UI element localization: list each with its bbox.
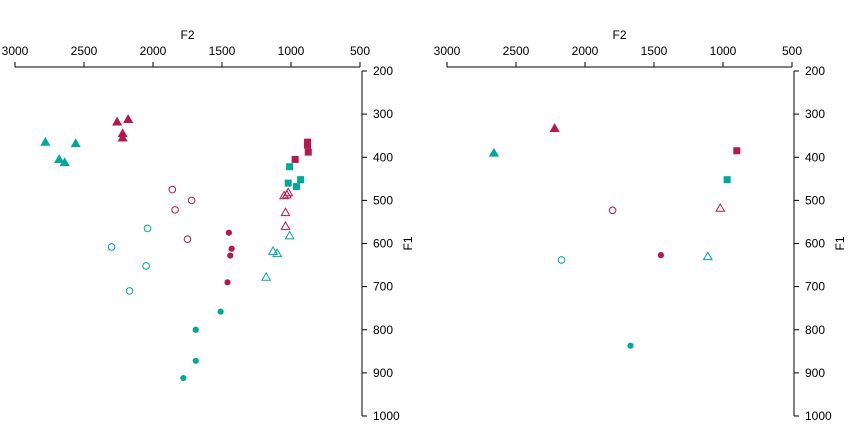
y-tick-label: 700	[805, 280, 825, 294]
data-point-square	[723, 176, 731, 184]
data-point-circle	[627, 342, 634, 349]
y-tick-label: 300	[373, 107, 393, 121]
data-point-square	[291, 155, 299, 163]
data-point-triangle	[112, 116, 123, 126]
y-tick-label: 1000	[805, 409, 832, 423]
data-point-triangle	[267, 246, 279, 255]
data-point-circle	[608, 206, 617, 215]
y-tick-label: 500	[805, 193, 825, 207]
data-points	[40, 114, 312, 382]
data-point-triangle	[70, 138, 81, 148]
y-axis-label: F1	[401, 236, 415, 250]
y-tick-label: 200	[373, 64, 393, 78]
data-point-circle	[227, 252, 234, 259]
data-point-circle	[180, 374, 187, 382]
data-point-circle	[657, 252, 665, 259]
x-tick-label: 3000	[434, 44, 461, 58]
y-tick-label: 900	[373, 366, 393, 380]
data-point-square	[284, 179, 292, 187]
data-point-square	[304, 148, 312, 156]
data-point-triangle	[40, 136, 51, 146]
data-point-square	[297, 176, 305, 184]
x-tick-label: 1500	[209, 44, 236, 58]
data-point-triangle	[281, 189, 292, 199]
data-point-triangle	[279, 190, 290, 200]
y-tick-label: 600	[805, 237, 825, 251]
chart-panel-2: 3000 2500 2000 1500 1000 500 F2 200 300 400 500 600…	[434, 28, 847, 423]
data-point-triangle	[702, 251, 713, 261]
y-tick-label: 600	[373, 237, 393, 251]
data-point-triangle	[280, 207, 291, 217]
data-point-square	[286, 163, 294, 171]
x-axis-label: F2	[180, 28, 194, 42]
x-tick-label: 2500	[503, 44, 530, 58]
x-tick-label: 1500	[641, 44, 668, 58]
x-tick-label: 2500	[71, 44, 98, 58]
data-point-triangle	[261, 271, 272, 281]
x-axis: 3000 2500 2000 1500 1000 500 F2	[434, 28, 802, 68]
x-tick-label: 2000	[572, 44, 599, 58]
data-point-circle	[183, 235, 192, 243]
y-tick-label: 200	[805, 64, 825, 78]
y-axis-label: F1	[833, 236, 847, 250]
x-tick-label: 2000	[140, 44, 167, 58]
x-tick-label: 3000	[2, 44, 29, 58]
data-point-circle	[557, 256, 566, 264]
y-tick-label: 900	[805, 366, 825, 380]
y-tick-label: 800	[805, 323, 825, 337]
data-point-circle	[125, 287, 134, 295]
data-point-triangle	[280, 221, 291, 230]
x-tick-label: 500	[350, 44, 370, 58]
y-axis: 200 300 400 500 600 700 800 900 1000 F1	[361, 64, 415, 423]
data-point-circle	[107, 243, 116, 251]
y-tick-label: 400	[373, 150, 393, 164]
y-tick-label: 500	[373, 193, 393, 207]
data-point-square	[733, 147, 741, 155]
data-point-circle	[187, 196, 196, 205]
data-point-triangle	[549, 123, 560, 133]
x-tick-label: 1000	[710, 44, 737, 58]
data-point-triangle	[488, 147, 499, 157]
data-point-circle	[142, 262, 150, 270]
y-axis: 200 300 400 500 600 700 800 900 1000 F1	[793, 64, 847, 423]
data-point-triangle	[272, 248, 283, 258]
x-axis-label: F2	[612, 28, 626, 42]
data-point-circle	[171, 206, 179, 214]
data-point-circle	[192, 357, 199, 364]
data-point-circle	[143, 224, 152, 233]
data-point-triangle	[59, 157, 70, 167]
data-point-circle	[192, 326, 199, 333]
data-point-square	[293, 183, 301, 191]
data-point-triangle	[54, 154, 65, 164]
data-point-triangle	[123, 114, 134, 123]
x-tick-label: 500	[782, 44, 802, 58]
data-points	[488, 123, 741, 349]
data-point-circle	[225, 229, 232, 236]
data-point-circle	[168, 185, 177, 194]
y-tick-label: 1000	[373, 409, 400, 423]
chart-panel-1: 3000 2500 2000 1500 1000 500 F2 200 300 400 500 600…	[2, 28, 415, 423]
y-tick-label: 400	[805, 150, 825, 164]
y-tick-label: 800	[373, 323, 393, 337]
data-point-triangle	[117, 132, 128, 142]
data-point-square	[304, 141, 312, 149]
data-point-triangle	[284, 230, 295, 240]
x-tick-label: 1000	[278, 44, 305, 58]
data-point-circle	[228, 245, 235, 252]
data-point-triangle	[715, 202, 726, 212]
y-tick-label: 700	[373, 280, 393, 294]
data-point-circle	[217, 308, 224, 315]
x-axis: 3000 2500 2000 1500 1000 500 F2	[2, 28, 370, 68]
data-point-circle	[224, 279, 231, 286]
y-tick-label: 300	[805, 107, 825, 121]
